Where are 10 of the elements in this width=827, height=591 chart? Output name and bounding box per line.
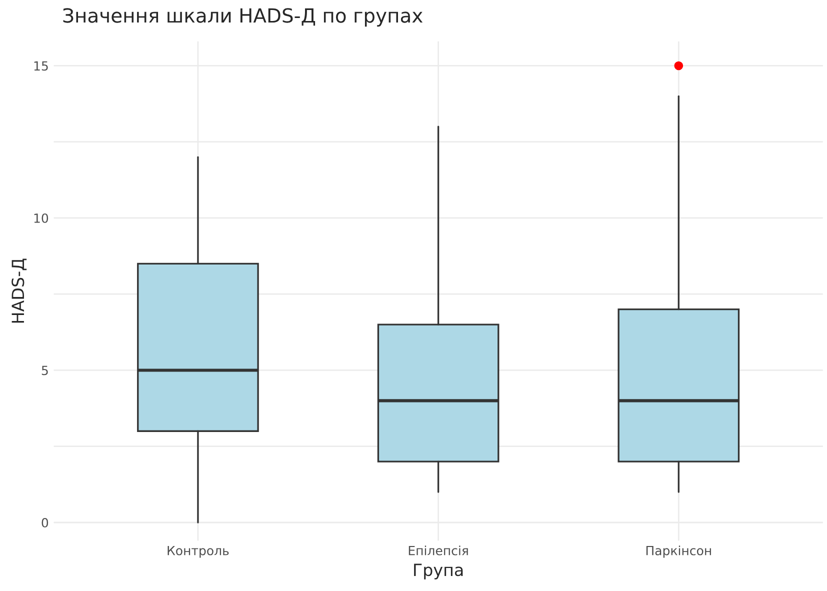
y-tick-label: 10 (34, 213, 48, 223)
y-tick-label: 0 (42, 518, 48, 528)
y-tick-label: 5 (42, 366, 48, 376)
chart-title: Значення шкали HADS-Д по групах (63, 8, 423, 27)
x-tick-label: Паркінсон (646, 546, 711, 558)
x-tick-label: Контроль (168, 546, 229, 558)
y-tick-label: 15 (34, 61, 48, 71)
x-axis-title: Група (414, 564, 463, 580)
y-axis-title: HADS-Д (12, 258, 27, 323)
x-tick-label: Епілепсія (408, 546, 468, 556)
